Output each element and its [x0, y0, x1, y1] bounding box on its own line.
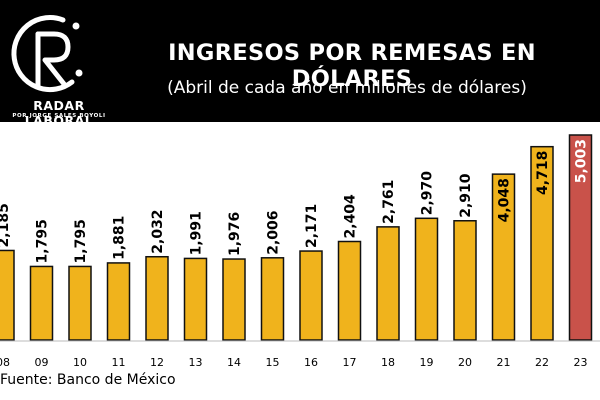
data-label: 5,003: [574, 139, 590, 183]
data-label: 2,171: [304, 204, 320, 248]
data-label: 2,006: [266, 211, 282, 255]
bar-16: [299, 250, 323, 341]
x-tick-label: 19: [420, 356, 434, 369]
bars-group: [0, 134, 593, 341]
data-label: 4,718: [535, 151, 551, 195]
header-banner: RADAR LABORAL POR JORGE SALES BOYOLI ING…: [0, 0, 600, 128]
x-tick-label: 08: [0, 356, 10, 369]
x-tick-label: 11: [112, 356, 126, 369]
bar-23: [568, 134, 593, 341]
x-tick-label: 21: [497, 356, 511, 369]
x-tick-label: 20: [458, 356, 472, 369]
chart-title: INGRESOS POR REMESAS EN DÓLARES: [168, 40, 536, 92]
data-label: 2,761: [381, 180, 397, 224]
data-label: 1,795: [73, 219, 89, 263]
bar-09: [29, 265, 54, 341]
brand-name: RADAR LABORAL: [24, 98, 94, 128]
bar-15: [260, 257, 285, 341]
x-tick-label: 18: [381, 356, 395, 369]
bar-13: [183, 257, 208, 341]
bar-19: [414, 217, 439, 341]
chart-subtitle: (Abril de cada año en millones de dólare…: [167, 78, 527, 98]
data-label: 1,795: [35, 219, 51, 263]
data-label: 1,991: [189, 211, 205, 255]
source-note: Fuente: Banco de México: [0, 372, 176, 388]
x-tick-label: 17: [343, 356, 357, 369]
x-tick-label: 12: [150, 356, 164, 369]
radar-r-logo-icon: [11, 15, 83, 93]
x-tick-labels: 08 09 10 11 12 13 14 15 16 17 18 19 20 21 22 23: [0, 356, 588, 369]
x-tick-label: 14: [227, 356, 241, 369]
data-label: 2,404: [343, 194, 359, 239]
bar-18: [376, 226, 400, 341]
bar-11: [106, 262, 131, 341]
bar-20: [453, 220, 477, 341]
x-tick-label: 16: [304, 356, 318, 369]
brand-byline: POR JORGE SALES BOYOLI: [12, 113, 106, 119]
data-label: 1,881: [112, 216, 128, 260]
data-label: 1,976: [227, 212, 243, 256]
data-label: 4,048: [497, 178, 513, 222]
data-labels: 2,185 1,795 1,795 1,881 2,032 1,991 1,976 2,006…: [0, 139, 590, 263]
data-label: 2,185: [0, 203, 12, 247]
x-tick-label: 10: [73, 356, 87, 369]
x-tick-label: 23: [574, 356, 588, 369]
x-tick-label: 09: [35, 356, 49, 369]
data-label: 2,032: [150, 209, 166, 253]
bar-10: [68, 265, 92, 341]
x-tick-label: 13: [189, 356, 203, 369]
x-tick-label: 15: [266, 356, 280, 369]
data-label: 2,970: [420, 171, 436, 216]
bar-22: [530, 145, 554, 341]
data-label: 2,910: [458, 173, 474, 218]
bar-14: [222, 258, 246, 341]
bar-chart: 08 09 10 11 12 13 14 15 16 17 18 19 20 21 22 23 2,185 1,…: [0, 134, 600, 369]
bar-17: [337, 240, 362, 341]
bar-12: [145, 255, 169, 341]
bar-08: [0, 249, 15, 341]
x-tick-label: 22: [535, 356, 549, 369]
bar-21: [491, 173, 516, 341]
